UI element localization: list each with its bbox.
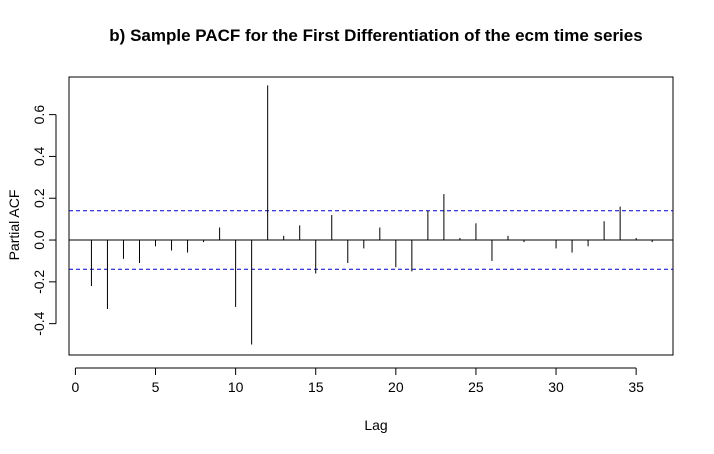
- y-tick-label: 0.0: [31, 230, 47, 250]
- x-tick-label: 20: [388, 379, 404, 395]
- x-tick-label: 25: [468, 379, 484, 395]
- y-tick-label: 0.2: [31, 188, 47, 208]
- y-axis: -0.4 -0.2 0.0 0.2 0.4 0.6: [31, 105, 57, 336]
- x-tick-label: 30: [548, 379, 564, 395]
- y-tick-label: 0.4: [31, 146, 47, 166]
- pacf-spikes: [90, 85, 653, 345]
- x-tick-label: 0: [72, 379, 80, 395]
- x-axis-label: Lag: [364, 417, 387, 433]
- confidence-bands: [69, 210, 673, 270]
- x-tick-label: 15: [308, 379, 324, 395]
- y-tick-label: 0.6: [31, 105, 47, 125]
- x-tick-label: 5: [152, 379, 160, 395]
- y-tick-label: -0.4: [31, 311, 47, 335]
- x-axis: 0 5 10 15 20 25 30 35: [72, 367, 644, 395]
- x-tick-label: 10: [228, 379, 244, 395]
- y-axis-label: Partial ACF: [6, 190, 22, 261]
- x-tick-label: 35: [628, 379, 644, 395]
- plot-frame: [68, 76, 674, 356]
- y-tick-label: -0.2: [31, 270, 47, 294]
- chart-title: b) Sample PACF for the First Differentia…: [109, 26, 642, 45]
